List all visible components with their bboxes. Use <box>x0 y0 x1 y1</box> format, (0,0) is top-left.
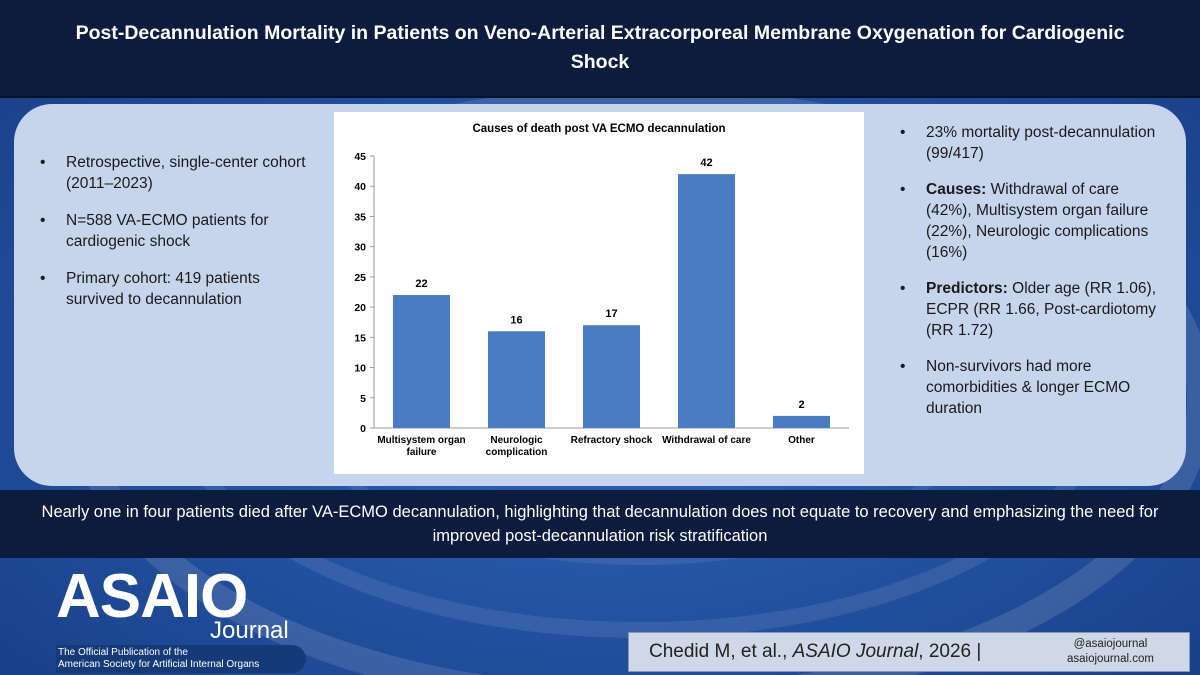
journal-logo: ASAIO Journal <box>54 566 314 672</box>
bullet-glyph: • <box>40 212 46 229</box>
data-label: 22 <box>415 278 427 290</box>
x-tick-label: Other <box>788 435 815 446</box>
conclusion-text: Nearly one in four patients died after V… <box>41 503 1159 545</box>
citation-separator: | <box>971 641 982 662</box>
right-bullet-item: • Predictors: Older age (RR 1.06), ECPR (… <box>896 278 1166 341</box>
x-tick-label: Multisystem organ <box>377 435 465 446</box>
y-tick-label: 45 <box>354 151 366 163</box>
y-tick-label: 10 <box>354 363 366 375</box>
citation-year: , 2026 <box>918 641 972 662</box>
website-link[interactable]: asaiojournal.com <box>1067 653 1154 665</box>
bullet-glyph: • <box>900 358 906 375</box>
bar-chart: Causes of death post VA ECMO decannulati… <box>354 123 849 458</box>
bullet-text: N=588 VA-ECMO patients for cardiogenic s… <box>66 212 269 250</box>
x-tick-label: failure <box>406 447 436 458</box>
chart-container: Causes of death post VA ECMO decannulati… <box>334 112 864 474</box>
bullet-text: Primary cohort: 419 patients survived to… <box>66 270 260 308</box>
chart-bar <box>393 295 450 428</box>
bullet-glyph: • <box>900 124 906 141</box>
logo-wordmark: ASAIO <box>56 562 248 631</box>
bullet-glyph: • <box>40 154 46 171</box>
conclusion-banner: Nearly one in four patients died after V… <box>0 490 1200 558</box>
social-handles: @asaiojournal asaiojournal.com <box>1067 637 1154 667</box>
tagline-line-1: The Official Publication of the <box>58 647 188 658</box>
page-title: Post-Decannulation Mortality in Patients… <box>75 22 1125 73</box>
chart-bar <box>488 331 545 428</box>
right-bullet-item: • Causes: Withdrawal of care (42%), Multi… <box>896 179 1166 263</box>
data-label: 42 <box>700 157 712 169</box>
bullet-text: Retrospective, single-center cohort (201… <box>66 154 306 192</box>
left-bullet-item: • Retrospective, single-center cohort (20… <box>36 152 316 194</box>
chart-bar <box>678 174 735 428</box>
right-bullet-item: • 23% mortality post-decannulation (99/41… <box>896 122 1166 164</box>
header-bar: Post-Decannulation Mortality in Patients… <box>0 0 1200 98</box>
y-tick-label: 35 <box>354 211 366 223</box>
data-label: 17 <box>605 308 617 320</box>
bullet-glyph: • <box>900 280 906 297</box>
data-label: 16 <box>510 314 522 326</box>
y-tick-label: 40 <box>354 181 366 193</box>
left-bullet-item: • Primary cohort: 419 patients survived t… <box>36 268 316 310</box>
citation-text: Chedid M, et al., ASAIO Journal, 2026 | <box>649 641 981 663</box>
data-label: 2 <box>798 399 804 411</box>
left-bullet-column: • Retrospective, single-center cohort (20… <box>36 152 316 326</box>
right-bullet-item: • Non-survivors had more comorbidities & … <box>896 356 1166 419</box>
right-bullet-column: • 23% mortality post-decannulation (99/41… <box>896 122 1166 434</box>
bullet-text: Non-survivors had more comorbidities & l… <box>926 358 1131 417</box>
chart-bar <box>773 415 830 428</box>
logo-tagline: The Official Publication of the American… <box>56 645 306 673</box>
y-tick-label: 25 <box>354 272 366 284</box>
citation-box: Chedid M, et al., ASAIO Journal, 2026 | … <box>628 632 1190 672</box>
bullet-text: Withdrawal of care (42%), Multisystem or… <box>926 181 1149 261</box>
tagline-line-2: American Society for Artificial Internal… <box>58 659 260 670</box>
y-tick-label: 5 <box>360 393 366 405</box>
y-tick-label: 15 <box>354 332 366 344</box>
bullet-text: 23% mortality post-decannulation (99/417… <box>926 124 1156 162</box>
y-tick-label: 30 <box>354 242 366 254</box>
y-tick-label: 0 <box>360 423 366 435</box>
bullet-glyph: • <box>900 181 906 198</box>
y-tick-label: 20 <box>354 302 366 314</box>
bullet-bold-lead: Predictors: <box>926 280 1008 297</box>
bullet-glyph: • <box>40 270 46 287</box>
left-bullet-item: • N=588 VA-ECMO patients for cardiogenic … <box>36 210 316 252</box>
citation-authors: Chedid M, et al., <box>649 641 793 662</box>
bullet-text: Older age (RR 1.06), ECPR (RR 1.66, Post… <box>926 280 1157 339</box>
bullet-bold-lead: Causes: <box>926 181 987 198</box>
social-handle-link[interactable]: @asaiojournal <box>1073 638 1148 650</box>
chart-title: Causes of death post VA ECMO decannulati… <box>472 123 725 135</box>
logo-subtitle: Journal <box>210 617 289 644</box>
x-tick-label: complication <box>486 447 548 458</box>
x-tick-label: Refractory shock <box>571 435 653 446</box>
x-tick-label: Neurologic <box>490 435 543 446</box>
citation-journal: ASAIO Journal <box>792 641 919 662</box>
x-tick-label: Withdrawal of care <box>662 435 751 446</box>
chart-bar <box>583 325 640 428</box>
